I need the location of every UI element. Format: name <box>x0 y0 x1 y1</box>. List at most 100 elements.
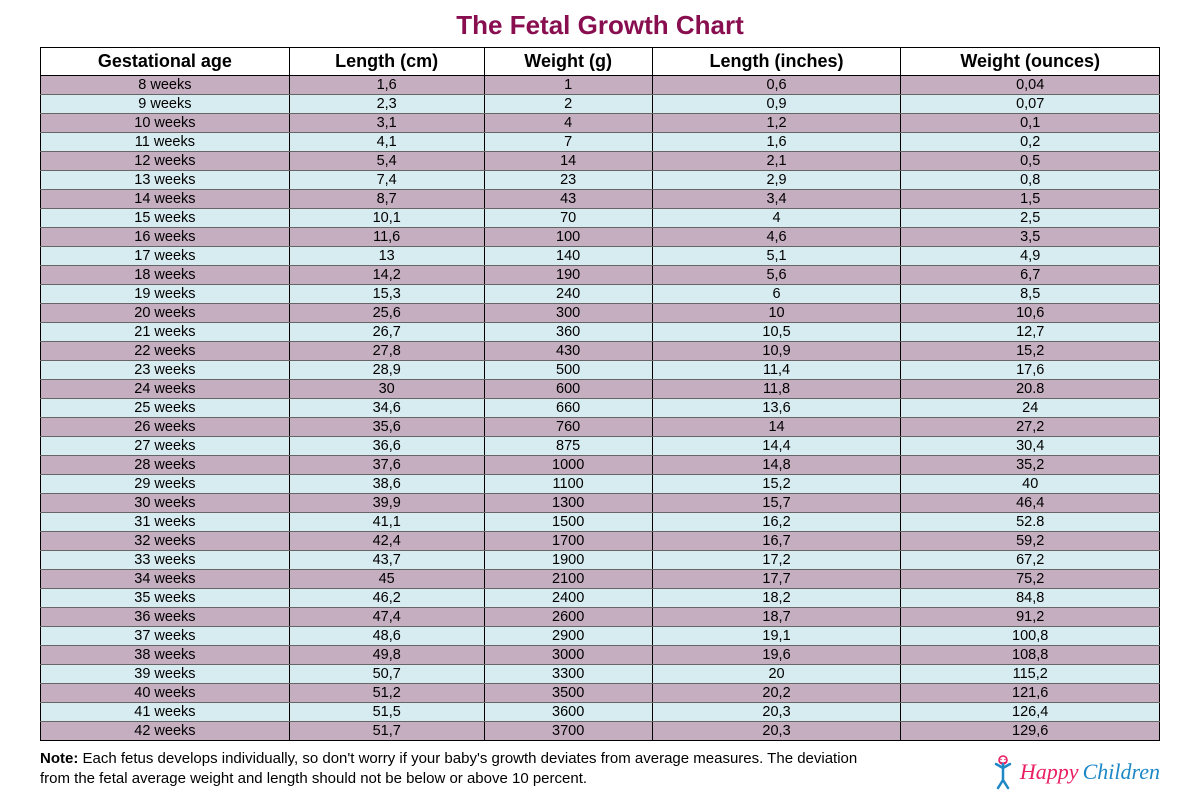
table-cell: 190 <box>484 266 652 285</box>
table-cell: 49,8 <box>289 646 484 665</box>
table-cell: 11,6 <box>289 228 484 247</box>
table-row: 19 weeks15,324068,5 <box>41 285 1160 304</box>
table-cell: 42 weeks <box>41 722 290 741</box>
table-cell: 17,7 <box>652 570 901 589</box>
table-cell: 20 <box>652 665 901 684</box>
table-cell: 11 weeks <box>41 133 290 152</box>
table-cell: 38 weeks <box>41 646 290 665</box>
note-label: Note: <box>40 750 78 767</box>
table-cell: 5,4 <box>289 152 484 171</box>
table-cell: 30 <box>289 380 484 399</box>
table-cell: 59,2 <box>901 532 1160 551</box>
table-cell: 37,6 <box>289 456 484 475</box>
table-cell: 1900 <box>484 551 652 570</box>
table-cell: 1100 <box>484 475 652 494</box>
table-cell: 660 <box>484 399 652 418</box>
table-row: 34 weeks45210017,775,2 <box>41 570 1160 589</box>
logo-word-2: Children <box>1083 759 1160 785</box>
table-cell: 15 weeks <box>41 209 290 228</box>
table-cell: 8,7 <box>289 190 484 209</box>
table-cell: 20,2 <box>652 684 901 703</box>
table-row: 22 weeks27,843010,915,2 <box>41 342 1160 361</box>
table-cell: 37 weeks <box>41 627 290 646</box>
table-cell: 240 <box>484 285 652 304</box>
table-cell: 39 weeks <box>41 665 290 684</box>
table-cell: 13,6 <box>652 399 901 418</box>
table-cell: 12,7 <box>901 323 1160 342</box>
table-row: 33 weeks43,7190017,267,2 <box>41 551 1160 570</box>
table-cell: 600 <box>484 380 652 399</box>
table-cell: 500 <box>484 361 652 380</box>
footer: Note: Each fetus develops individually, … <box>40 749 1160 790</box>
table-cell: 3000 <box>484 646 652 665</box>
table-cell: 67,2 <box>901 551 1160 570</box>
table-cell: 16,2 <box>652 513 901 532</box>
table-row: 42 weeks51,7370020,3129,6 <box>41 722 1160 741</box>
table-cell: 0,6 <box>652 76 901 95</box>
table-cell: 14,8 <box>652 456 901 475</box>
table-cell: 8,5 <box>901 285 1160 304</box>
table-cell: 4 <box>652 209 901 228</box>
table-cell: 15,2 <box>901 342 1160 361</box>
table-cell: 108,8 <box>901 646 1160 665</box>
table-row: 38 weeks49,8300019,6108,8 <box>41 646 1160 665</box>
table-row: 32 weeks42,4170016,759,2 <box>41 532 1160 551</box>
table-row: 21 weeks26,736010,512,7 <box>41 323 1160 342</box>
table-cell: 430 <box>484 342 652 361</box>
growth-table: Gestational age Length (cm) Weight (g) L… <box>40 47 1160 741</box>
table-cell: 1,2 <box>652 114 901 133</box>
table-cell: 14 <box>484 152 652 171</box>
table-cell: 4,6 <box>652 228 901 247</box>
table-cell: 875 <box>484 437 652 456</box>
table-cell: 51,2 <box>289 684 484 703</box>
table-cell: 35,6 <box>289 418 484 437</box>
table-cell: 13 <box>289 247 484 266</box>
table-cell: 19,1 <box>652 627 901 646</box>
table-cell: 7,4 <box>289 171 484 190</box>
table-cell: 18,2 <box>652 589 901 608</box>
table-cell: 35 weeks <box>41 589 290 608</box>
table-cell: 9 weeks <box>41 95 290 114</box>
table-cell: 40 <box>901 475 1160 494</box>
table-cell: 115,2 <box>901 665 1160 684</box>
table-cell: 4 <box>484 114 652 133</box>
table-cell: 4,1 <box>289 133 484 152</box>
col-length-in: Length (inches) <box>652 48 901 76</box>
table-row: 23 weeks28,950011,417,6 <box>41 361 1160 380</box>
table-cell: 15,3 <box>289 285 484 304</box>
table-cell: 22 weeks <box>41 342 290 361</box>
table-row: 31 weeks41,1150016,252.8 <box>41 513 1160 532</box>
table-cell: 25,6 <box>289 304 484 323</box>
table-row: 14 weeks8,7433,41,5 <box>41 190 1160 209</box>
table-cell: 42,4 <box>289 532 484 551</box>
table-cell: 20,3 <box>652 703 901 722</box>
table-row: 17 weeks131405,14,9 <box>41 247 1160 266</box>
table-cell: 3500 <box>484 684 652 703</box>
table-row: 41 weeks51,5360020,3126,4 <box>41 703 1160 722</box>
table-cell: 51,5 <box>289 703 484 722</box>
table-cell: 300 <box>484 304 652 323</box>
table-cell: 7 <box>484 133 652 152</box>
table-cell: 35,2 <box>901 456 1160 475</box>
table-cell: 17,2 <box>652 551 901 570</box>
table-cell: 15,7 <box>652 494 901 513</box>
table-row: 20 weeks25,63001010,6 <box>41 304 1160 323</box>
table-cell: 43 <box>484 190 652 209</box>
table-cell: 30 weeks <box>41 494 290 513</box>
brand-logo: Happy Children <box>990 754 1160 790</box>
table-cell: 10 <box>652 304 901 323</box>
table-cell: 41,1 <box>289 513 484 532</box>
table-cell: 25 weeks <box>41 399 290 418</box>
table-cell: 20 weeks <box>41 304 290 323</box>
table-cell: 3,4 <box>652 190 901 209</box>
col-length-cm: Length (cm) <box>289 48 484 76</box>
note-text: Each fetus develops individually, so don… <box>40 750 857 787</box>
table-row: 12 weeks5,4142,10,5 <box>41 152 1160 171</box>
table-row: 9 weeks2,320,90,07 <box>41 95 1160 114</box>
logo-word-1: Happy <box>1020 759 1079 785</box>
table-cell: 16,7 <box>652 532 901 551</box>
table-cell: 19 weeks <box>41 285 290 304</box>
table-cell: 2 <box>484 95 652 114</box>
table-cell: 18,7 <box>652 608 901 627</box>
table-cell: 1,5 <box>901 190 1160 209</box>
